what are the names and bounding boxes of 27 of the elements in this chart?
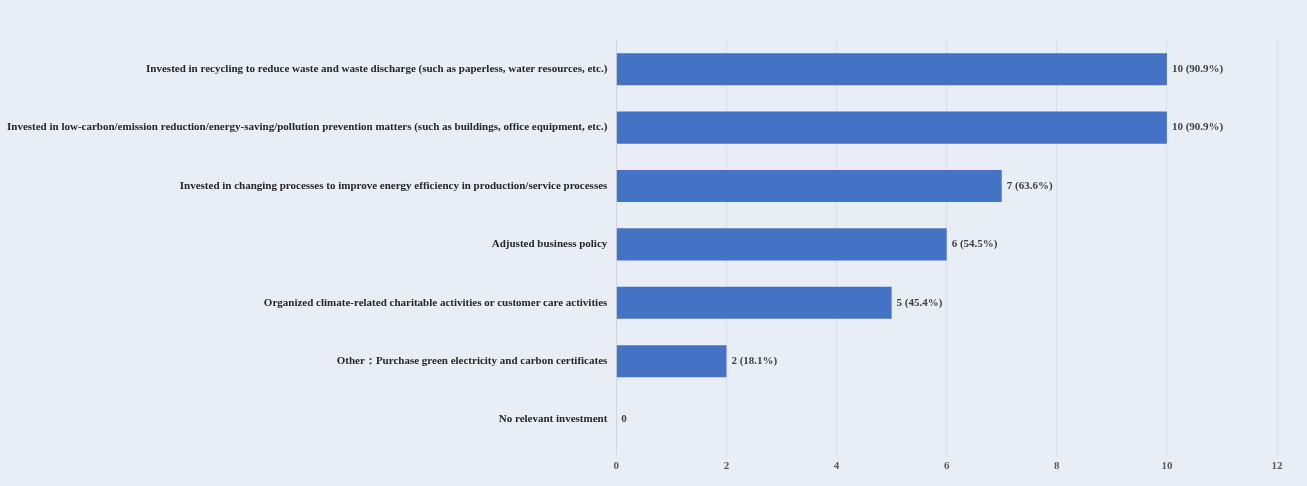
y-tick-label: Organized climate-related charitable activities or customer care activities	[263, 295, 609, 308]
data-label: 7 (63.6%)	[1006, 178, 1053, 192]
x-tick-label: 10	[1161, 459, 1173, 472]
data-label: 5 (45.4%)	[896, 295, 943, 309]
bar	[616, 286, 892, 319]
y-tick-label: Invested in changing processes to improve energy efficiency in production/service processes	[179, 178, 609, 191]
x-tick-label: 8	[1054, 459, 1061, 472]
x-tick-label: 4	[833, 459, 840, 472]
data-label: 10 (90.9%)	[1171, 120, 1224, 134]
y-tick-label: Invested in low-carbon/emission reduction/energy-saving/pollution prevention matters (such as buildings, office equipment, etc.)	[7, 120, 608, 134]
y-tick-label: Other：Purchase green electricity and carbon certificates	[336, 354, 609, 367]
x-tick-label: 0	[613, 459, 620, 472]
y-tick-label: No relevant investment	[498, 412, 608, 425]
data-label: 6 (54.5%)	[951, 237, 998, 251]
x-tick-label: 6	[943, 459, 950, 472]
data-label: 10 (90.9%)	[1171, 62, 1224, 76]
bar	[616, 169, 1002, 203]
data-label: 2 (18.1%)	[731, 354, 778, 368]
x-tick-label: 2	[723, 459, 730, 472]
data-label: 0	[621, 412, 628, 425]
y-tick-label: Adjusted business policy	[491, 237, 608, 250]
bar	[616, 345, 727, 378]
bar	[616, 53, 1167, 86]
bar	[616, 228, 947, 261]
x-tick-label: 12	[1271, 459, 1283, 472]
y-tick-label: Invested in recycling to reduce waste and waste discharge (such as paperless, water resources, etc.)	[146, 62, 608, 76]
bar	[616, 111, 1167, 144]
